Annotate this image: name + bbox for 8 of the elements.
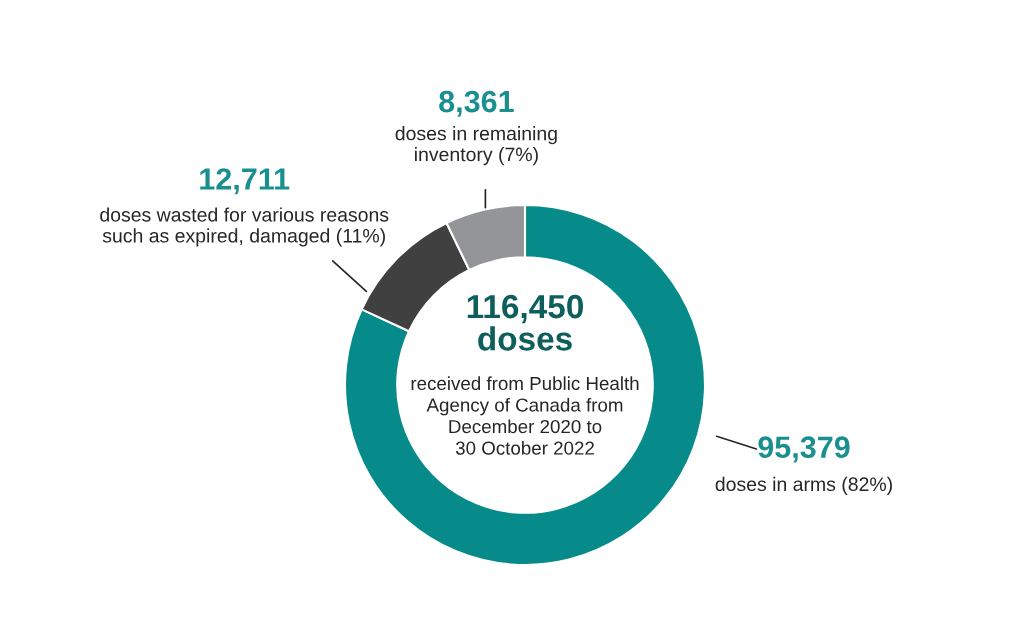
slice-label: doses in remaining inventory (7%) — [395, 126, 557, 166]
text: received from Public Health Agency of Canada from December 2020 to 30 October 2022 — [411, 376, 639, 455]
slice-label: doses in arms (82%) — [715, 476, 892, 495]
data-label: 95,379 — [758, 436, 850, 463]
slice-label: doses wasted for various reasons such as expired, damaged (11%) — [100, 207, 389, 247]
text: 116,450 doses — [467, 294, 583, 351]
data-label: 12,711 — [200, 168, 290, 195]
data-label: 8,361 — [439, 90, 514, 117]
